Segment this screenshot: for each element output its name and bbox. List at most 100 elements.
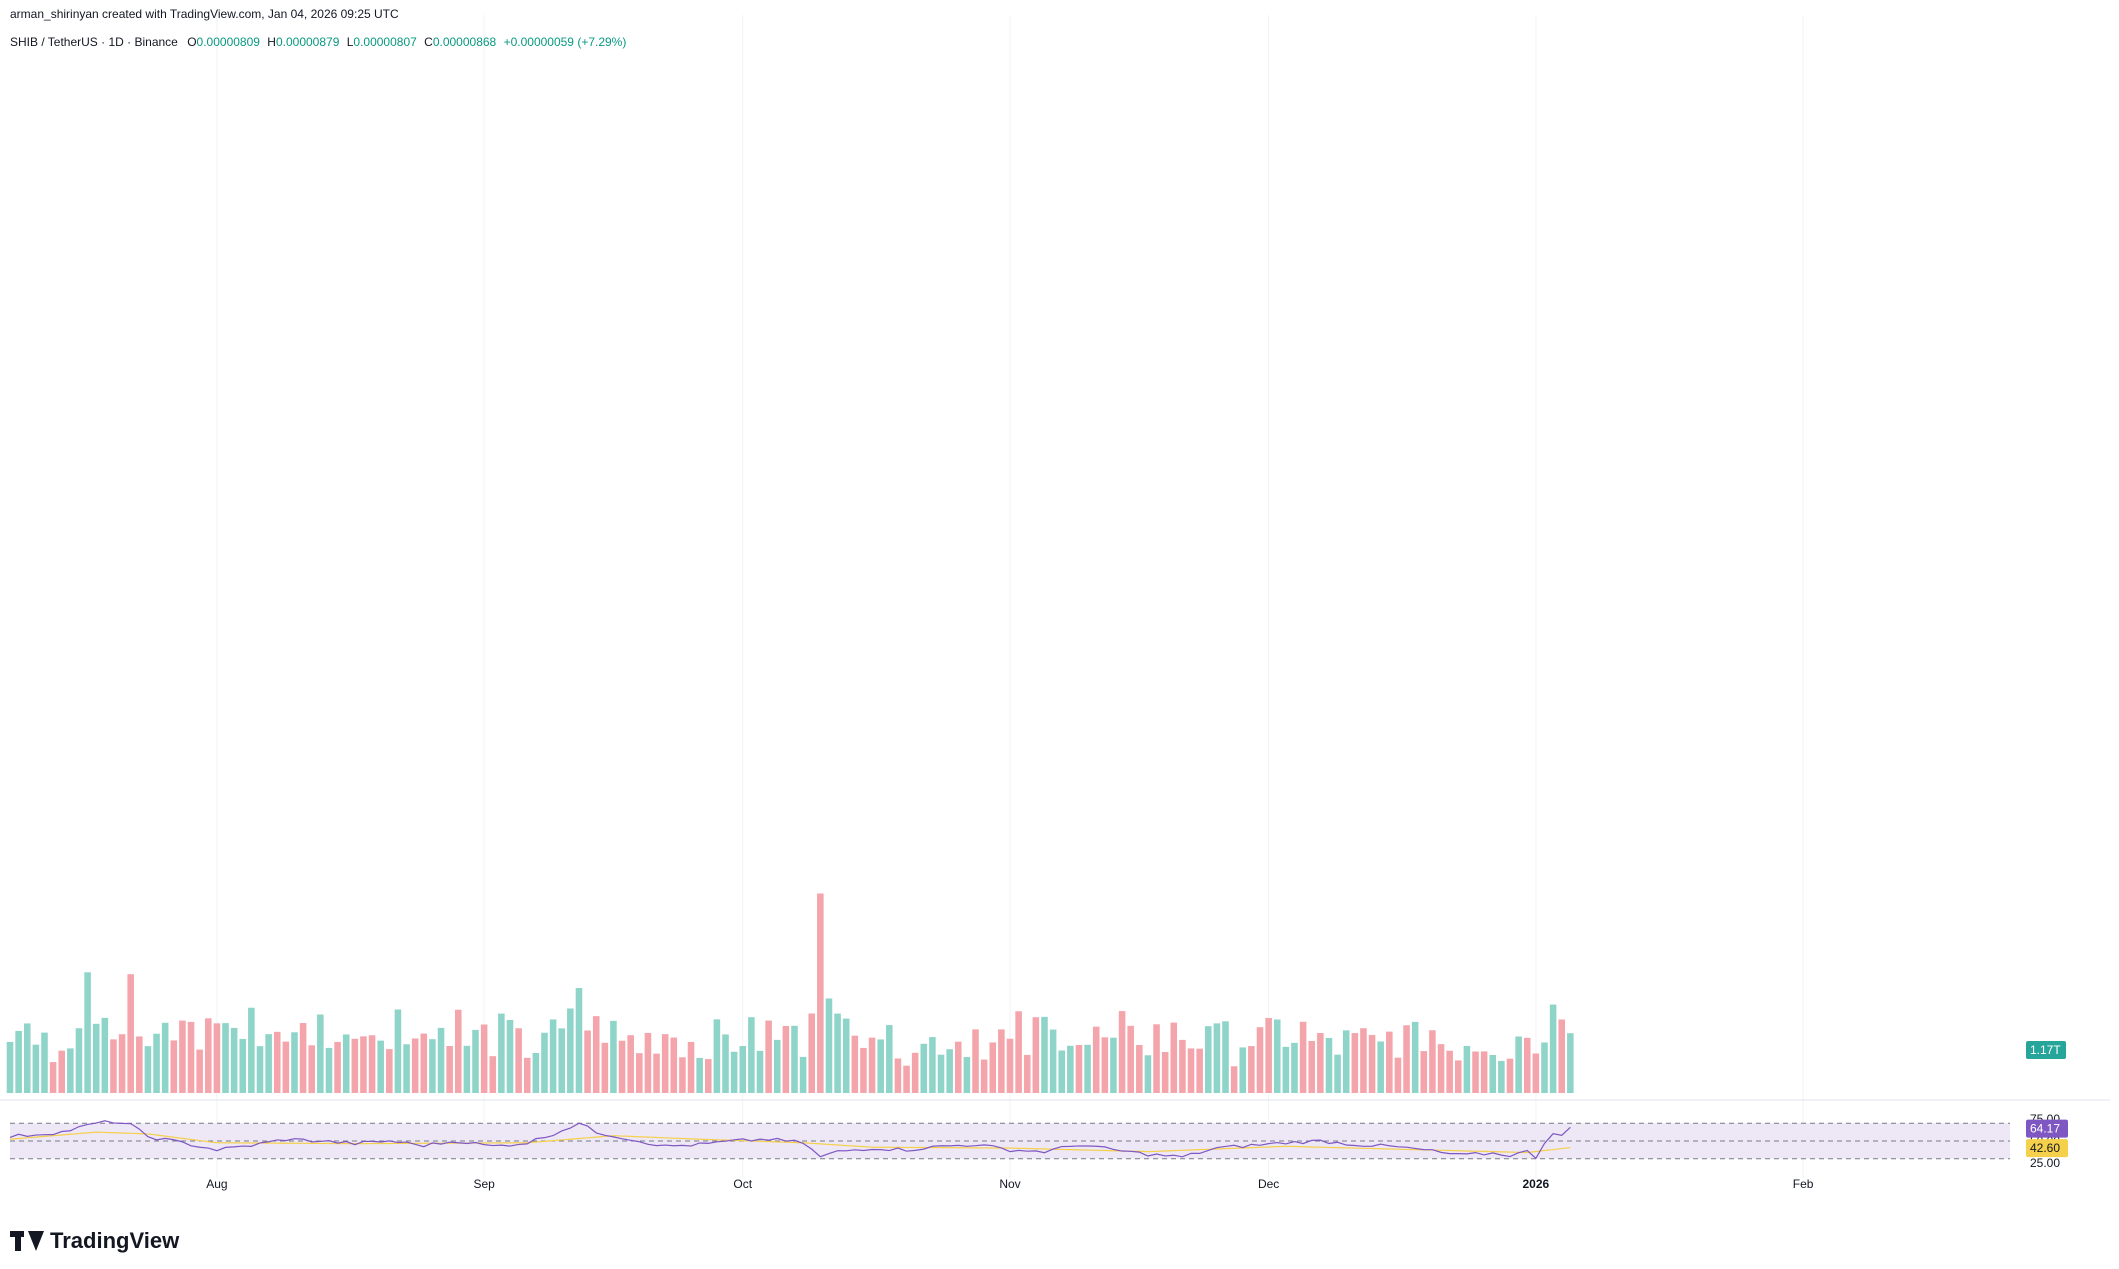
- volume-bar: [15, 1030, 22, 1093]
- volume-bar: [998, 1029, 1005, 1093]
- volume-bar: [437, 1027, 445, 1093]
- volume-bar: [549, 1019, 557, 1093]
- volume-bar: [1023, 1054, 1031, 1093]
- volume-bar: [41, 1032, 48, 1093]
- volume-bar: [144, 1046, 152, 1093]
- volume-bar: [1325, 1038, 1333, 1093]
- volume-bar: [1075, 1044, 1083, 1093]
- volume-bar: [1541, 1042, 1548, 1093]
- rsi-value-label: 64.17: [2030, 1122, 2060, 1136]
- volume-bar: [1248, 1046, 1255, 1093]
- volume-bar: [446, 1045, 453, 1093]
- volume-bar: [1049, 1029, 1057, 1093]
- volume-bar: [84, 972, 91, 1093]
- volume-bar: [1127, 1025, 1134, 1093]
- volume-bar: [937, 1054, 945, 1093]
- volume-bar: [403, 1044, 410, 1093]
- volume-bar: [1032, 1017, 1040, 1093]
- volume-bar: [1489, 1055, 1497, 1093]
- brand-name: TradingView: [50, 1228, 180, 1253]
- volume-bar: [1472, 1051, 1479, 1093]
- volume-bar: [1222, 1021, 1229, 1093]
- volume-bar: [1230, 1066, 1238, 1093]
- volume-bar: [1515, 1036, 1522, 1093]
- volume-bar: [817, 893, 824, 1093]
- volume-bar: [1058, 1050, 1065, 1093]
- volume-bar: [1273, 1019, 1281, 1093]
- volume-bar: [920, 1043, 928, 1093]
- volume-bar: [1170, 1022, 1178, 1093]
- volume-bar: [670, 1037, 678, 1093]
- volume-bar: [765, 1020, 772, 1093]
- volume-bar: [1437, 1044, 1445, 1093]
- volume-bar: [791, 1025, 798, 1093]
- rsi-line: [9, 1120, 1571, 1160]
- tradingview-brand[interactable]: TradingView: [10, 1228, 179, 1254]
- volume-bar: [687, 1041, 695, 1093]
- x-tick-label: Sep: [473, 1177, 495, 1191]
- rsi-ma-line: [9, 1131, 1571, 1154]
- volume-bar: [187, 1021, 195, 1093]
- volume-bar: [248, 1007, 255, 1093]
- volume-bar: [256, 1046, 264, 1093]
- volume-bar: [601, 1042, 609, 1093]
- volume-bar: [1411, 1021, 1419, 1093]
- x-tick-label: Feb: [1793, 1177, 1814, 1191]
- volume-bar: [1386, 1031, 1393, 1093]
- volume-bar: [989, 1042, 997, 1093]
- volume-bar: [730, 1051, 738, 1093]
- volume-bar: [696, 1057, 703, 1093]
- volume-bar: [420, 1033, 428, 1093]
- volume-bar: [851, 1035, 859, 1093]
- volume-bar: [58, 1050, 65, 1093]
- volume-bar: [558, 1028, 565, 1093]
- volume-bar: [575, 988, 583, 1093]
- volume-bar: [1463, 1045, 1471, 1093]
- volume-bar: [911, 1052, 919, 1093]
- volume-bar: [627, 1035, 634, 1093]
- volume-bar: [49, 1062, 57, 1093]
- volume-bar: [1299, 1021, 1307, 1093]
- x-tick-label: Nov: [999, 1177, 1020, 1191]
- volume-bar: [1067, 1045, 1074, 1093]
- volume-bar: [179, 1020, 186, 1093]
- volume-bar: [610, 1020, 617, 1093]
- volume-bar: [230, 1027, 238, 1093]
- volume-bar: [1179, 1039, 1186, 1093]
- volume-bar: [1006, 1038, 1014, 1093]
- volume-bar: [1144, 1055, 1152, 1093]
- symbol-title[interactable]: SHIB / TetherUS · 1D · Binance: [10, 35, 178, 49]
- volume-bar: [894, 1058, 902, 1093]
- volume-bar: [739, 1046, 747, 1093]
- volume-bar: [118, 1034, 126, 1093]
- volume-bar: [360, 1036, 367, 1093]
- volume-bar: [1549, 1004, 1557, 1093]
- ohlc-low-key: L: [346, 35, 354, 49]
- volume-bar: [929, 1037, 936, 1093]
- volume-bar: [1498, 1060, 1505, 1093]
- volume-bar: [1342, 1030, 1350, 1093]
- volume-bar: [1446, 1050, 1453, 1093]
- volume-bar: [1213, 1023, 1221, 1093]
- volume-bar: [868, 1037, 876, 1093]
- volume-bar: [334, 1041, 341, 1093]
- volume-bar: [67, 1048, 74, 1093]
- volume-bar: [842, 1018, 850, 1093]
- volume-bar: [101, 1017, 109, 1093]
- volume-bar: [291, 1032, 298, 1093]
- volume-bar: [618, 1040, 626, 1093]
- volume-bar: [1136, 1044, 1143, 1093]
- volume-bar: [213, 1023, 221, 1093]
- volume-bar: [1153, 1024, 1160, 1093]
- ohlc-close-value: 0.00000868: [432, 35, 497, 49]
- volume-bar: [196, 1049, 203, 1093]
- volume-bar: [886, 1025, 893, 1093]
- volume-bar: [429, 1039, 436, 1093]
- volume-bar: [1282, 1046, 1290, 1093]
- volume-bar: [980, 1059, 988, 1093]
- volume-bar: [567, 1008, 574, 1093]
- volume-bar: [860, 1047, 867, 1093]
- volume-bar: [592, 1016, 600, 1093]
- x-tick-label: Dec: [1258, 1177, 1279, 1191]
